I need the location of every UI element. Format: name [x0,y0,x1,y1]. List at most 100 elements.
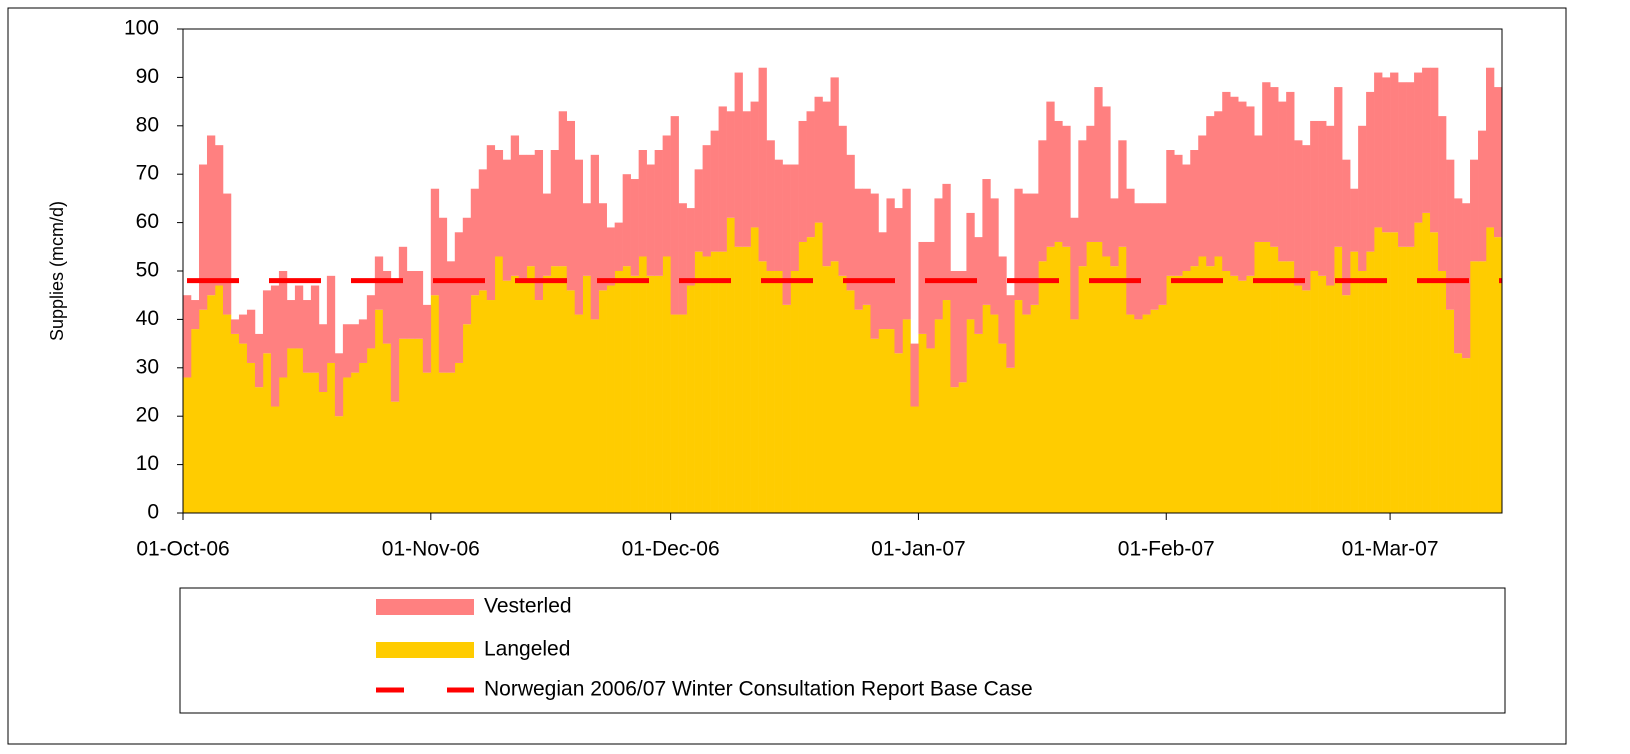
bar-segment [870,193,879,339]
bar-segment [686,285,695,513]
x-tick-label: 01-Feb-07 [1118,538,1215,561]
bar-segment [670,116,679,315]
bar-segment [742,111,751,247]
bar-segment [1078,266,1087,513]
bar-segment [1190,266,1199,513]
bar-segment [1102,106,1111,257]
x-tick-label: 01-Jan-07 [871,538,966,561]
bar-segment [1110,198,1119,267]
bar-segment [1054,241,1063,513]
bar-segment [550,266,560,513]
bar-segment [1030,304,1039,513]
bar-segment [430,188,440,296]
bar-segment [606,285,615,513]
bar-segment [902,319,911,513]
bar-segment [702,256,711,513]
bar-segment [702,145,711,257]
bar-segment [1166,150,1175,276]
bar-segment [566,120,576,291]
bar-segment [1462,358,1471,513]
bar-segment [486,300,496,513]
bar-segment [1206,116,1215,267]
bar-segment [1158,304,1167,513]
bar-segment [558,111,568,267]
bar-segment [1430,67,1439,233]
bar-segment [1286,261,1295,513]
bar-segment [1022,193,1031,315]
bar-segment [1430,232,1439,513]
bar-segment [1254,135,1263,242]
bar-segment [718,251,727,513]
bar-segment [1086,125,1095,242]
bar-segment [886,198,895,330]
bar-segment [358,319,368,363]
bar-segment [254,333,264,388]
bar-segment [382,271,392,344]
bar-segment [222,314,232,513]
bar-segment [646,164,655,276]
bar-segment [1030,193,1039,305]
bar-segment [814,222,823,513]
bar-segment [1470,159,1479,262]
bar-segment [366,295,376,349]
bar-segment [734,246,743,514]
bar-segment [1262,241,1271,513]
bar-segment [966,319,975,513]
bar-segment [1438,116,1447,272]
bar-segment [454,362,464,513]
bar-segment [1334,246,1343,514]
bar-segment [494,150,504,257]
bar-segment [1014,300,1023,513]
y-tick-label: 10 [136,452,159,475]
y-tick-label: 70 [136,162,159,185]
bar-segment [830,261,839,513]
bar-segment [1302,290,1311,513]
bar-segment [918,333,927,513]
bar-segment [758,67,767,262]
x-tick-label: 01-Dec-06 [622,538,720,561]
y-tick-label: 0 [147,501,159,524]
bar-segment [1454,353,1463,513]
x-tick-label: 01-Nov-06 [382,538,480,561]
bar-segment [1006,295,1015,368]
bar-segment [1318,275,1327,513]
bar-segment [846,290,855,513]
bar-segment [614,271,623,513]
bar-segment [1062,246,1071,514]
bar-segment [678,203,687,315]
bar-segment [1342,295,1351,513]
bar-segment [798,241,807,513]
bar-segment [1230,96,1239,276]
bar-segment [502,280,512,513]
bar-segment [574,314,583,513]
bar-segment [222,193,232,315]
bar-segment [678,314,687,513]
bar-segment [766,271,775,513]
bar-segment [1038,140,1047,262]
bar-segment [438,372,448,513]
bar-segment [1414,222,1423,513]
bar-segment [390,401,400,513]
bar-segment [694,169,703,252]
bar-segment [710,130,719,252]
bar-segment [1334,87,1343,247]
bar-segment [470,188,480,296]
bar-segment [670,314,679,513]
bar-segment [1358,125,1367,271]
bar-segment [1238,280,1247,513]
bar-segment [654,150,663,276]
bar-segment [1182,164,1191,271]
bar-segment [374,309,384,513]
bar-segment [1110,266,1119,513]
bar-segment [390,280,400,402]
bar-segment [310,285,320,373]
bar-segment [1046,246,1055,514]
legend-swatch [376,642,474,658]
bar-segment [302,372,312,513]
bar-segment [1166,275,1175,513]
bar-segment [1374,72,1383,228]
bar-segment [622,174,631,267]
bar-segment [886,329,895,513]
